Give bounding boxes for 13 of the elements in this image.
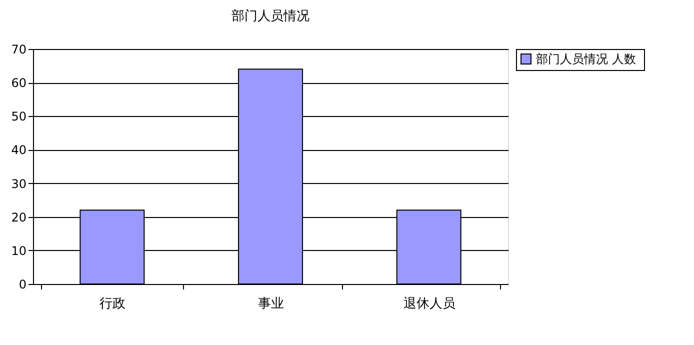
x-tick-label: 行政 <box>100 296 126 312</box>
y-tick-label: 0 <box>18 278 26 292</box>
x-tick-label: 事业 <box>258 296 284 312</box>
y-tick-label: 10 <box>11 244 26 258</box>
chart-title: 部门人员情况 <box>232 8 310 24</box>
y-tick-label: 50 <box>11 110 26 124</box>
y-tick-label: 60 <box>11 76 26 90</box>
legend-label: 部门人员情况 人数 <box>536 52 636 66</box>
y-tick-label: 40 <box>11 143 26 158</box>
y-tick-label: 20 <box>11 210 26 224</box>
x-tick-label: 退休人员 <box>403 296 456 312</box>
y-tick-label: 70 <box>11 42 26 56</box>
y-tick-label: 30 <box>11 176 26 191</box>
